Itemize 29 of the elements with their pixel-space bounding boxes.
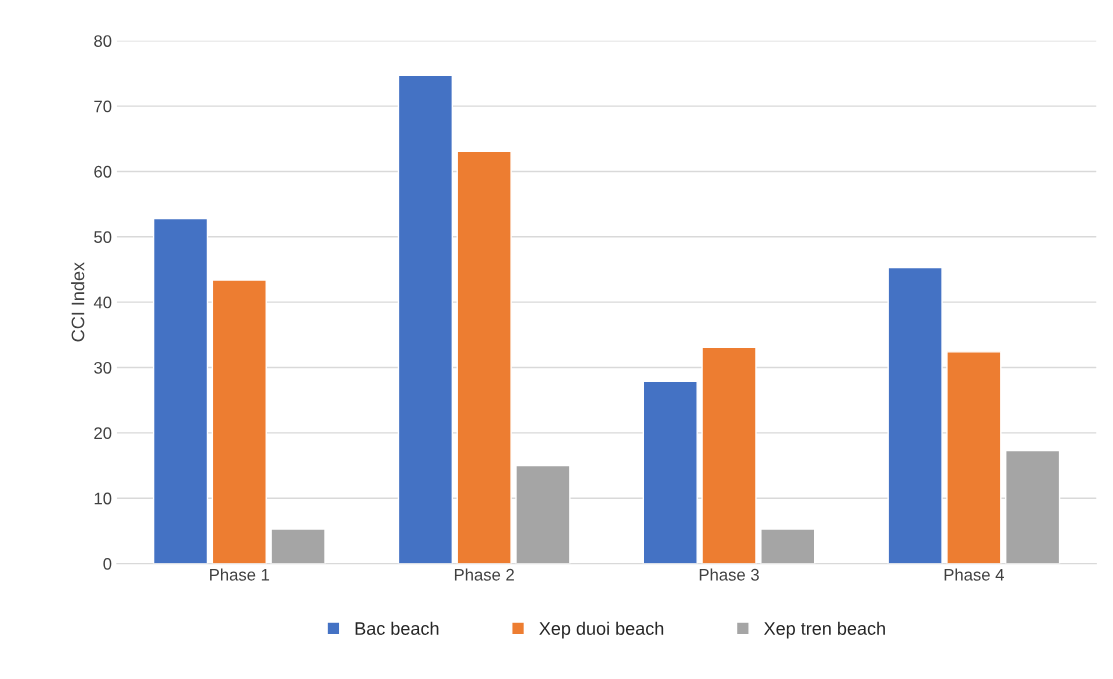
bar xyxy=(211,279,267,564)
legend-label: Bac beach xyxy=(355,621,439,635)
y-tick-label: 60 xyxy=(94,165,112,178)
x-tick-label: Phase 1 xyxy=(210,568,270,581)
bar xyxy=(1005,449,1061,564)
bar xyxy=(456,150,512,564)
y-tick-label: 20 xyxy=(94,427,112,440)
bar xyxy=(946,351,1002,564)
bar xyxy=(270,528,326,564)
bar xyxy=(152,217,209,564)
bar xyxy=(760,528,816,564)
y-tick-label: 40 xyxy=(93,296,112,309)
x-tick-label: Phase 3 xyxy=(699,568,759,581)
bar xyxy=(642,380,698,564)
x-tick-label: Phase 2 xyxy=(454,568,514,581)
y-tick-label: 70 xyxy=(94,100,112,113)
y-axis-title: CCI Index xyxy=(71,262,85,342)
x-tick-label: Phase 4 xyxy=(944,568,1004,581)
y-tick-label: 50 xyxy=(94,231,112,243)
bar xyxy=(701,346,757,564)
y-tick-label: 80 xyxy=(94,35,112,47)
bar xyxy=(515,464,571,564)
y-tick-label: 0 xyxy=(103,557,112,570)
y-tick-label: 10 xyxy=(94,492,112,505)
bar xyxy=(397,74,454,564)
legend-label: Xep tren beach xyxy=(764,621,885,639)
bar xyxy=(887,266,943,564)
y-tick-label: 30 xyxy=(94,361,112,374)
legend-label: Xep duoi beach xyxy=(539,621,664,639)
